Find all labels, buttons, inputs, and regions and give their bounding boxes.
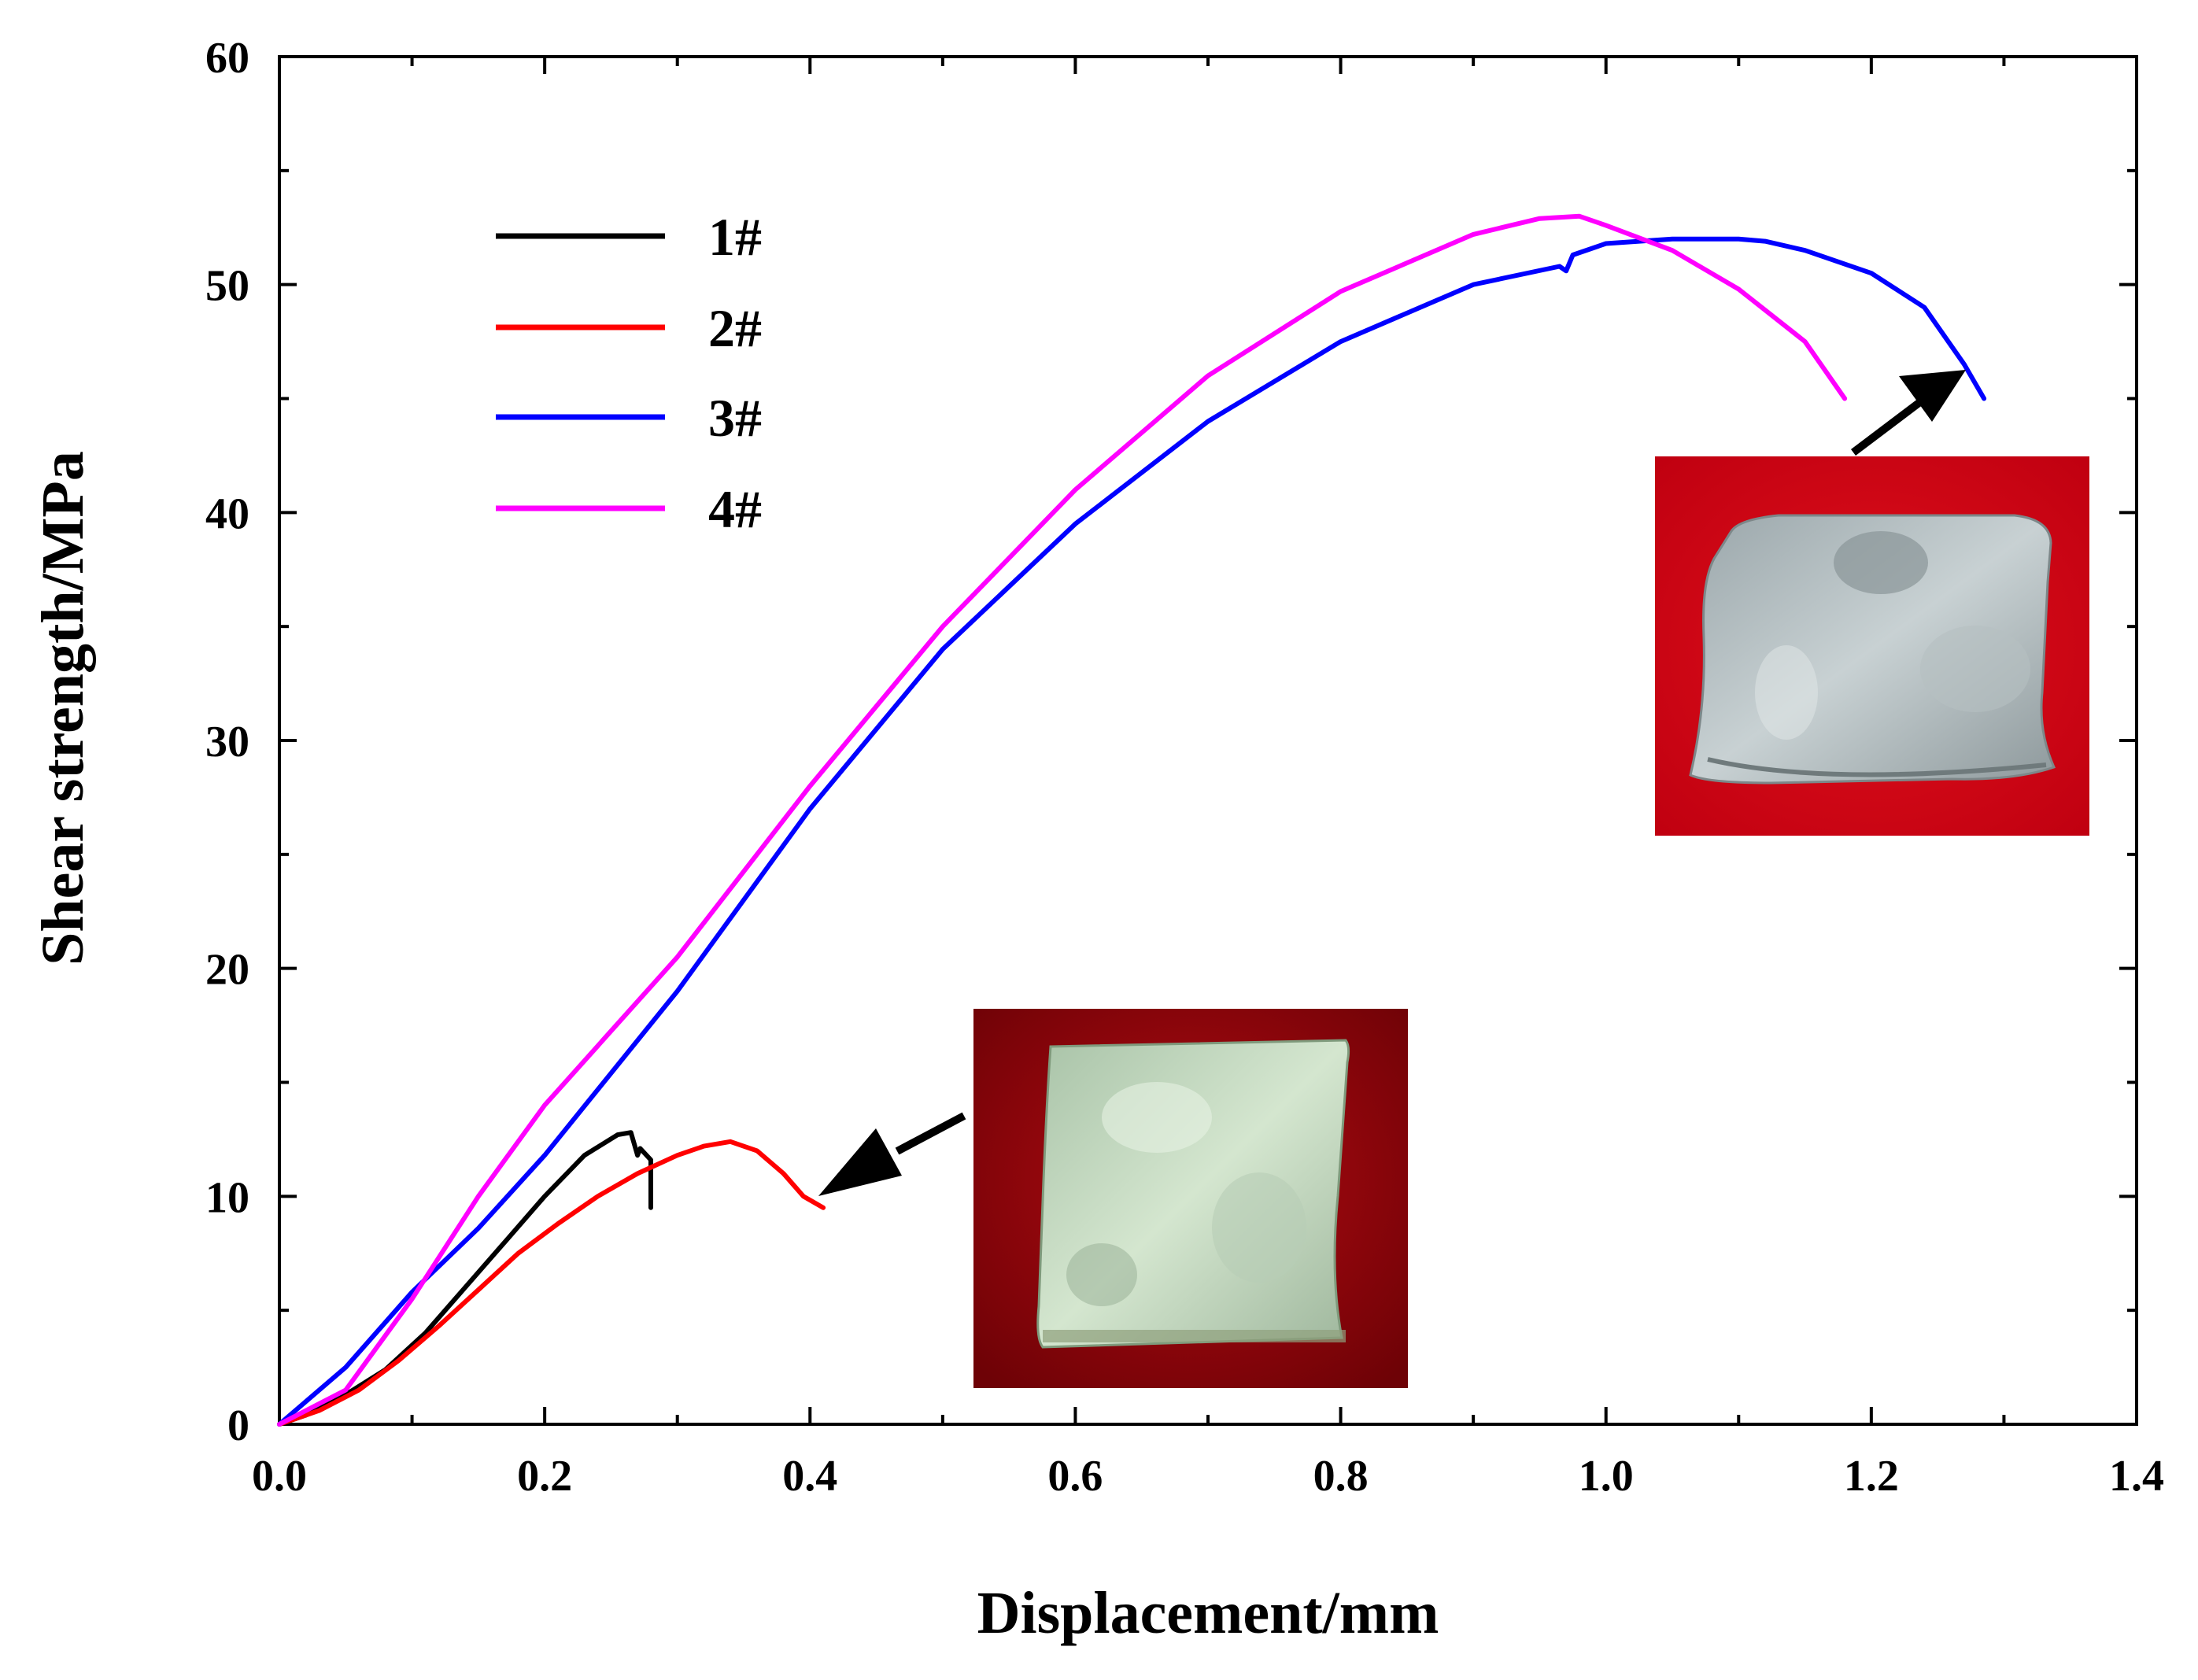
series-line-3 [277, 236, 1987, 1427]
x-tick-label: 0.8 [1313, 1452, 1369, 1501]
series-line-4 [277, 213, 1848, 1427]
y-tick-label: 0 [227, 1401, 249, 1450]
arrow-to-series-2 [818, 1112, 966, 1196]
legend-item: 1# [496, 207, 762, 267]
legend-item: 3# [496, 388, 762, 448]
specimen-photo-2 [973, 1009, 1408, 1388]
series-line-2 [277, 1139, 826, 1427]
series-lines [277, 213, 1987, 1427]
legend-item: 4# [496, 479, 762, 539]
x-tick-label: 0.2 [517, 1452, 572, 1501]
y-ticks [279, 55, 2137, 1426]
y-axis-title: Shear strength/MPa [30, 451, 96, 966]
x-tick-label: 0.6 [1047, 1452, 1103, 1501]
x-tick-label: 0.0 [252, 1452, 307, 1501]
x-tick-label: 0.4 [782, 1452, 837, 1501]
legend-label: 2# [708, 298, 762, 358]
legend: 1# 2# 3# 4# [496, 207, 762, 539]
y-tick-label: 30 [205, 718, 249, 766]
x-tick-label: 1.0 [1579, 1452, 1634, 1501]
legend-label: 3# [708, 388, 762, 448]
legend-label: 1# [708, 207, 762, 267]
x-tick-label: 1.2 [1844, 1452, 1899, 1501]
y-tick-label: 60 [205, 34, 249, 83]
y-tick-labels: 0 10 20 30 40 50 60 [205, 34, 249, 1450]
y-tick-label: 10 [205, 1173, 249, 1222]
x-axis-title: Displacement/mm [977, 1580, 1439, 1646]
x-tick-labels: 0.0 0.2 0.4 0.6 0.8 1.0 1.2 1.4 [252, 1452, 2164, 1501]
specimen-photo-3 [1655, 456, 2089, 836]
y-tick-label: 40 [205, 489, 249, 538]
legend-label: 4# [708, 479, 762, 539]
x-tick-label: 1.4 [2109, 1452, 2164, 1501]
x-ticks [278, 57, 2138, 1424]
arrow-to-series-3 [1850, 370, 1966, 456]
legend-item: 2# [496, 298, 762, 358]
series-line-1 [277, 1130, 653, 1427]
y-tick-label: 20 [205, 946, 249, 995]
y-tick-label: 50 [205, 262, 249, 311]
